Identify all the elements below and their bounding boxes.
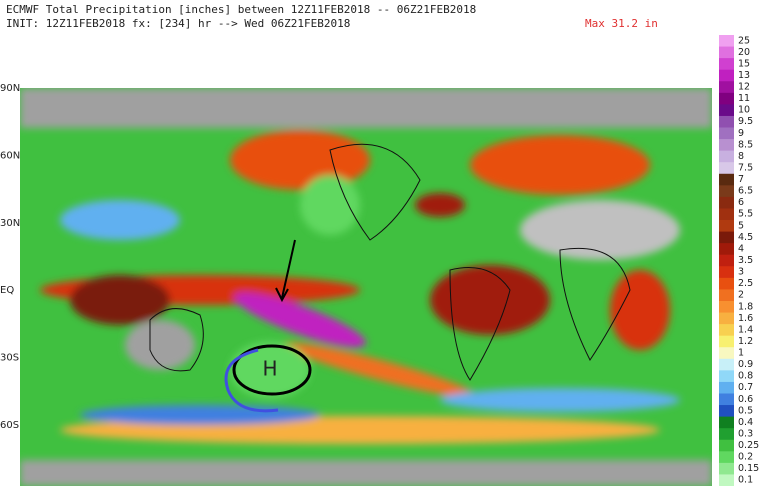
high-contour (232, 344, 312, 396)
colorbar-label: 3 (738, 267, 744, 278)
colorbar-swatch (719, 462, 734, 475)
colorbar-label: 12 (738, 82, 750, 93)
colorbar-label: 0.3 (738, 428, 753, 439)
latitude-label: 30N (0, 218, 20, 229)
colorbar-swatch (719, 416, 734, 429)
colorbar-swatch (719, 324, 734, 337)
colorbar-label: 0.8 (738, 371, 753, 382)
colorbar-label: 13 (738, 70, 750, 81)
colorbar-label: 8.5 (738, 139, 753, 150)
colorbar-swatch (719, 347, 734, 360)
colorbar-swatch (719, 127, 734, 140)
colorbar-label: 0.15 (738, 463, 759, 474)
colorbar-swatch (719, 370, 734, 383)
colorbar-swatch (719, 46, 734, 59)
colorbar-swatch (719, 358, 734, 371)
colorbar-swatch (719, 439, 734, 452)
colorbar-swatch (719, 150, 734, 163)
precip-map (20, 88, 712, 486)
colorbar-swatch (719, 243, 734, 256)
colorbar-swatch (719, 231, 734, 244)
colorbar-swatch (719, 335, 734, 348)
colorbar-label: 1.4 (738, 324, 753, 335)
colorbar-swatch (719, 220, 734, 233)
colorbar-swatch (719, 104, 734, 117)
latitude-label: 60S (0, 420, 19, 431)
colorbar-label: 8 (738, 151, 744, 162)
high-label: H (262, 357, 277, 381)
colorbar-label: 25 (738, 35, 750, 46)
colorbar-label: 6.5 (738, 186, 753, 197)
colorbar-label: 2.5 (738, 278, 753, 289)
latitude-label: 60N (0, 150, 20, 161)
colorbar-swatch (719, 81, 734, 94)
colorbar-swatch (719, 162, 734, 175)
colorbar-swatch (719, 92, 734, 105)
latitude-label: EQ (0, 285, 14, 296)
init-line: INIT: 12Z11FEB2018 fx: [234] hr --> Wed … (6, 17, 350, 30)
colorbar-label: 2 (738, 290, 744, 301)
colorbar-label: 20 (738, 47, 750, 58)
colorbar-swatch (719, 208, 734, 221)
colorbar-swatch (719, 139, 734, 152)
colorbar-label: 1 (738, 348, 744, 359)
latitude-label: 90N (0, 83, 20, 94)
colorbar-label: 7 (738, 174, 744, 185)
colorbar-label: 7.5 (738, 162, 753, 173)
colorbar-swatch (719, 254, 734, 267)
colorbar-label: 0.7 (738, 382, 753, 393)
colorbar-swatch (719, 196, 734, 209)
colorbar-label: 5 (738, 220, 744, 231)
colorbar-label: 5.5 (738, 209, 753, 220)
colorbar-label: 1.6 (738, 313, 753, 324)
colorbar-label: 0.5 (738, 405, 753, 416)
colorbar-swatch (719, 300, 734, 314)
colorbar-swatch (719, 115, 734, 129)
colorbar-swatch (719, 451, 734, 464)
colorbar-label: 15 (738, 58, 750, 69)
colorbar-label: 3.5 (738, 255, 753, 266)
title-line: ECMWF Total Precipitation [inches] betwe… (6, 3, 476, 16)
colorbar-swatch (719, 474, 734, 486)
colorbar-label: 4 (738, 243, 744, 254)
colorbar-swatch (719, 405, 734, 418)
colorbar-label: 1.8 (738, 301, 753, 312)
colorbar-label: 11 (738, 93, 750, 104)
colorbar-label: 6 (738, 197, 744, 208)
colorbar-label: 0.4 (738, 417, 753, 428)
colorbar-swatch (719, 69, 734, 82)
colorbar-label: 1.2 (738, 336, 753, 347)
colorbar-swatch (719, 277, 734, 290)
colorbar-swatch (719, 312, 734, 325)
colorbar-label: 0.25 (738, 440, 759, 451)
max-label: Max 31.2 in (585, 17, 658, 30)
colorbar-swatch (719, 266, 734, 279)
colorbar-swatch (719, 35, 734, 48)
colorbar-swatch (719, 428, 734, 441)
colorbar-swatch (719, 173, 734, 186)
colorbar-label: 0.2 (738, 452, 753, 463)
colorbar-swatch (719, 185, 734, 198)
latitude-label: 30S (0, 353, 19, 364)
colorbar-label: 4.5 (738, 232, 753, 243)
colorbar-label: 9 (738, 128, 744, 139)
colorbar-swatch (719, 58, 734, 71)
colorbar-label: 0.9 (738, 359, 753, 370)
colorbar-label: 0.6 (738, 394, 753, 405)
colorbar-label: 0.1 (738, 475, 753, 486)
colorbar-label: 9.5 (738, 116, 753, 127)
colorbar-swatch (719, 393, 734, 406)
colorbar-swatch (719, 381, 734, 394)
colorbar-swatch (719, 289, 734, 302)
colorbar-label: 10 (738, 105, 750, 116)
